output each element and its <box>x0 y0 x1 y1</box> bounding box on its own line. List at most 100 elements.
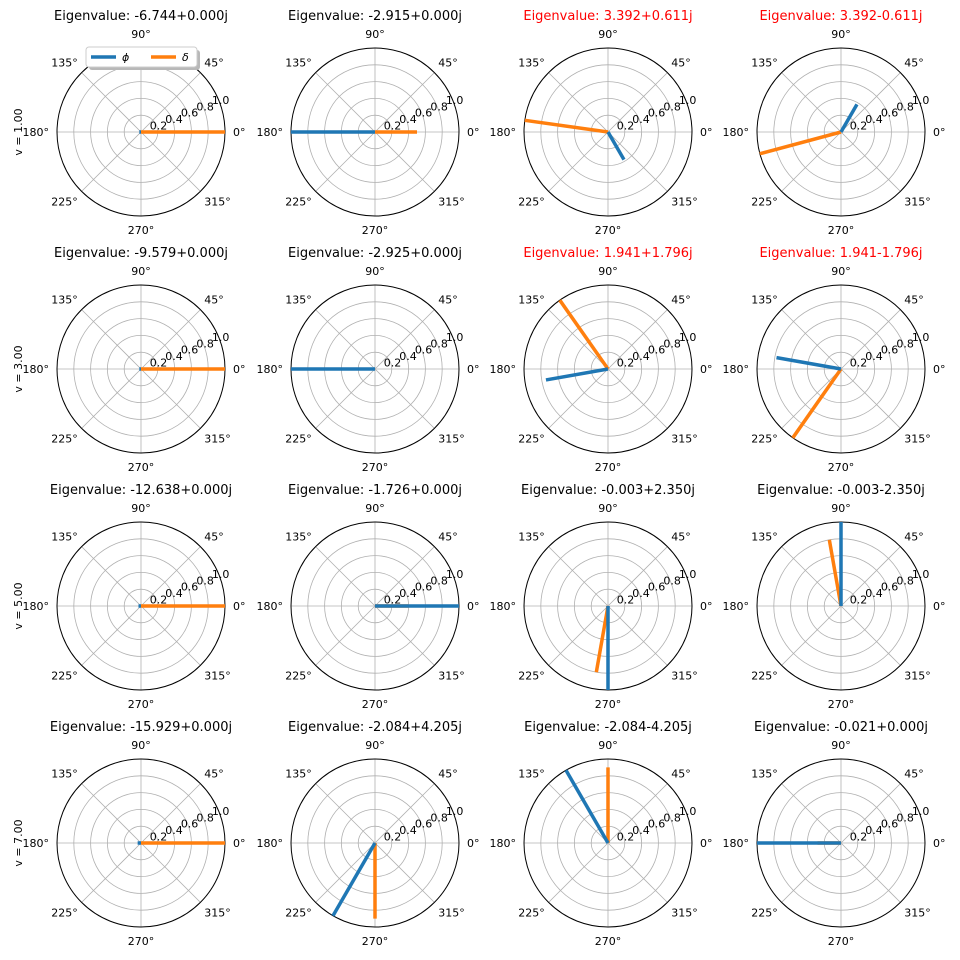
radial-tick-label: 0.8 <box>196 100 214 113</box>
row-label: v = 3.00 <box>12 345 25 392</box>
radial-tick-label: 0.6 <box>881 581 899 594</box>
radial-tick-label: 0.2 <box>850 120 868 133</box>
angle-tick-label: 315° <box>671 195 698 208</box>
radial-tick-label: 0.6 <box>181 581 199 594</box>
delta-vector <box>524 118 609 134</box>
angular-gridline <box>140 368 201 429</box>
angular-gridline <box>81 368 142 429</box>
angle-tick-label: 45° <box>438 531 458 544</box>
angle-tick-label: 45° <box>204 531 224 544</box>
angular-gridline <box>140 72 201 133</box>
angle-tick-label: 270° <box>362 224 389 237</box>
angular-gridline <box>607 131 668 192</box>
radial-tick-label: 0.6 <box>648 818 666 831</box>
angle-tick-label: 225° <box>285 432 312 445</box>
radial-tick-label: 0.8 <box>430 337 448 350</box>
angular-gridline <box>81 605 142 666</box>
polar-panel: 0° 45° 90° 135° 180° 225° 270° 315° 0.20.40.60.8… <box>490 9 713 237</box>
angle-tick-label: 90° <box>831 28 851 41</box>
polar-frame <box>523 758 693 928</box>
angular-gridline <box>607 368 668 429</box>
delta-vector <box>558 299 610 371</box>
phi-vector <box>564 769 610 844</box>
polar-frame <box>756 284 926 454</box>
angle-tick-label: 0° <box>233 600 246 613</box>
angle-tick-label: 225° <box>751 669 778 682</box>
angular-gridline <box>840 368 901 429</box>
angular-gridline <box>315 72 376 133</box>
angle-tick-label: 0° <box>933 363 946 376</box>
angle-tick-label: 180° <box>490 126 517 139</box>
panel-title: Eigenvalue: -2.084-4.205j <box>524 720 692 735</box>
legend-entry: ϕ <box>122 51 129 64</box>
angle-tick-label: 315° <box>204 906 231 919</box>
angle-tick-label: 225° <box>285 195 312 208</box>
panel-title: Eigenvalue: -0.003-2.350j <box>757 483 925 498</box>
angle-tick-label: 45° <box>438 294 458 307</box>
angle-tick-label: 225° <box>51 906 78 919</box>
panel-title: Eigenvalue: -6.744+0.000j <box>54 9 228 24</box>
radial-tick-label: 0.6 <box>648 344 666 357</box>
radial-tick-label: 0.8 <box>663 100 681 113</box>
angle-tick-label: 270° <box>828 935 855 948</box>
radial-tick-label: 0.4 <box>865 113 883 126</box>
angle-tick-label: 315° <box>904 669 931 682</box>
angle-tick-label: 90° <box>131 265 151 278</box>
angle-tick-label: 225° <box>751 906 778 919</box>
radial-tick-label: 0.4 <box>632 113 650 126</box>
angle-tick-label: 90° <box>598 739 618 752</box>
angle-tick-label: 135° <box>751 294 778 307</box>
radial-tick-label: 1.0 <box>679 94 697 107</box>
angular-gridline <box>140 783 201 844</box>
radial-tick-label: 1.0 <box>212 331 230 344</box>
angle-tick-label: 135° <box>285 531 312 544</box>
radial-tick-label: 0.4 <box>399 824 417 837</box>
angle-tick-label: 180° <box>723 600 750 613</box>
angle-tick-label: 180° <box>257 126 284 139</box>
radial-tick-label: 0.6 <box>648 107 666 120</box>
angle-tick-label: 90° <box>365 502 385 515</box>
angular-gridline <box>781 368 842 429</box>
angle-tick-label: 225° <box>518 432 545 445</box>
angle-tick-label: 270° <box>128 224 155 237</box>
polar-panel: 0° 45° 90° 135° 180° 225° 270° 315° 0.20.40.60.8… <box>257 483 480 711</box>
angle-tick-label: 45° <box>671 294 691 307</box>
angle-tick-label: 315° <box>904 195 931 208</box>
angular-gridline <box>840 546 901 607</box>
angle-tick-label: 45° <box>904 768 924 781</box>
angle-tick-label: 315° <box>438 432 465 445</box>
radial-tick-label: 1.0 <box>679 568 697 581</box>
angle-tick-label: 0° <box>467 837 480 850</box>
angle-tick-label: 225° <box>51 669 78 682</box>
angle-tick-label: 135° <box>285 768 312 781</box>
polar-frame <box>756 47 926 217</box>
radial-tick-label: 1.0 <box>446 805 464 818</box>
angle-tick-label: 315° <box>671 669 698 682</box>
radial-tick-label: 0.6 <box>881 344 899 357</box>
polar-panel: 0° 45° 90° 135° 180° 225° 270° 315° 0.20.40.60.8… <box>23 720 246 948</box>
angular-gridline <box>81 309 142 370</box>
panel-title: Eigenvalue: -1.726+0.000j <box>288 483 462 498</box>
radial-tick-label: 0.4 <box>165 113 183 126</box>
radial-tick-label: 0.4 <box>399 113 417 126</box>
angle-tick-label: 315° <box>204 195 231 208</box>
panel-title: Eigenvalue: -9.579+0.000j <box>54 246 228 261</box>
row-label: v = 7.00 <box>12 819 25 866</box>
angular-gridline <box>607 72 668 133</box>
angle-tick-label: 135° <box>285 57 312 70</box>
angular-gridline <box>315 605 376 666</box>
angular-gridline <box>315 309 376 370</box>
panel-title: Eigenvalue: -12.638+0.000j <box>50 483 232 498</box>
angle-tick-label: 225° <box>751 195 778 208</box>
radial-tick-label: 1.0 <box>212 805 230 818</box>
radial-tick-label: 0.8 <box>896 337 914 350</box>
angle-tick-label: 0° <box>700 126 713 139</box>
radial-tick-label: 1.0 <box>912 94 930 107</box>
angular-gridline <box>374 546 435 607</box>
angle-tick-label: 135° <box>518 294 545 307</box>
angular-gridline <box>607 605 668 666</box>
angular-gridline <box>81 72 142 133</box>
legend-entry: δ <box>182 51 189 64</box>
angular-gridline <box>315 131 376 192</box>
